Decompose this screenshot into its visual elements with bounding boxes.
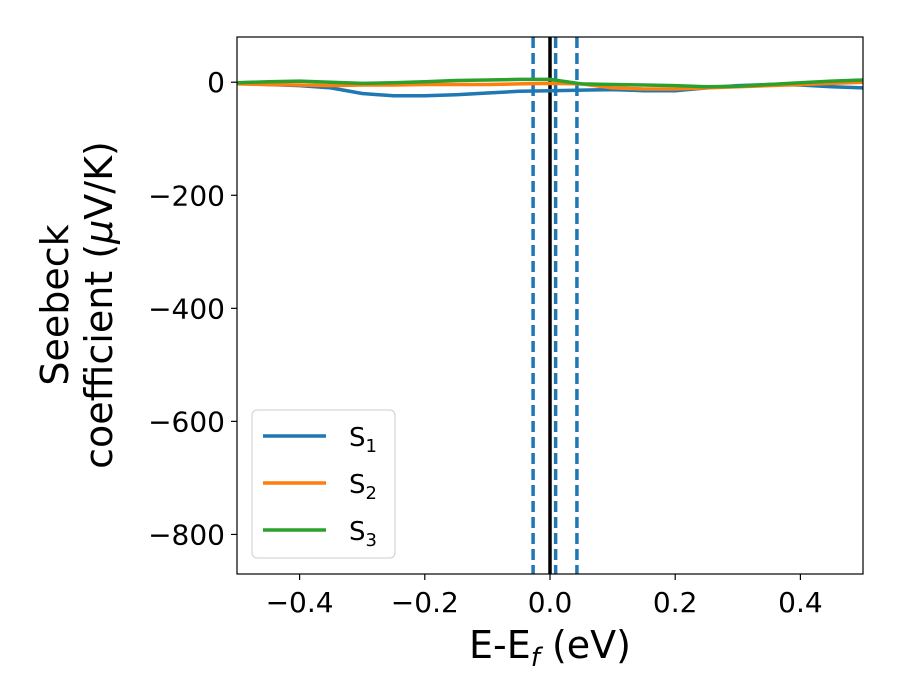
series-line-s3 — [237, 77, 863, 89]
y-axis-label-line2: coefficient (μV/K) — [77, 141, 121, 469]
x-tick-label: −0.4 — [266, 586, 334, 619]
legend-label-s1: S1 — [349, 423, 377, 457]
y-axis-label: Seebeck coefficient (μV/K) — [33, 141, 121, 469]
legend: S1 S2 S3 — [251, 409, 396, 559]
y-tick-label: −400 — [148, 292, 225, 325]
y-tick-label: −200 — [148, 179, 225, 212]
x-tick-label: 0.4 — [778, 586, 823, 619]
series-lines — [237, 77, 863, 98]
x-axis-label: E-Ef (eV) — [469, 623, 631, 673]
legend-label-s3: S3 — [349, 517, 377, 551]
y-axis-label-line1: Seebeck — [33, 224, 77, 385]
y-tick-label: −600 — [148, 405, 225, 438]
x-tick-label: −0.2 — [391, 586, 459, 619]
y-tick-label: −800 — [148, 518, 225, 551]
vertical-lines — [531, 37, 579, 574]
y-axis: 0 −200 −400 −600 −800 — [148, 66, 237, 551]
x-axis: −0.4 −0.2 0.0 0.2 0.4 — [266, 574, 823, 619]
x-tick-label: 0.0 — [528, 586, 573, 619]
y-tick-label: 0 — [207, 66, 225, 99]
legend-label-s2: S2 — [349, 470, 377, 504]
x-tick-label: 0.2 — [653, 586, 698, 619]
